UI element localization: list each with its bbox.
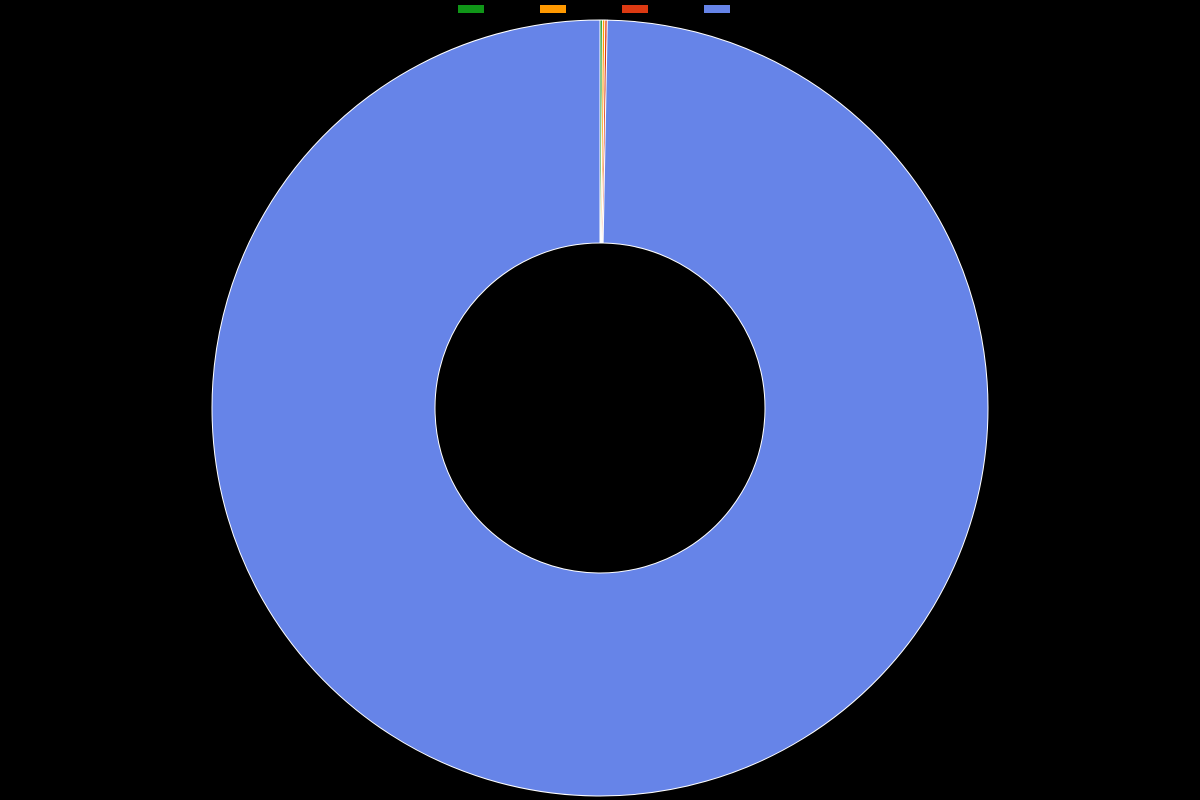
donut-chart [0,0,1200,800]
donut-slice-3[interactable] [212,20,988,796]
donut-svg [0,0,1200,800]
chart-canvas [0,0,1200,800]
